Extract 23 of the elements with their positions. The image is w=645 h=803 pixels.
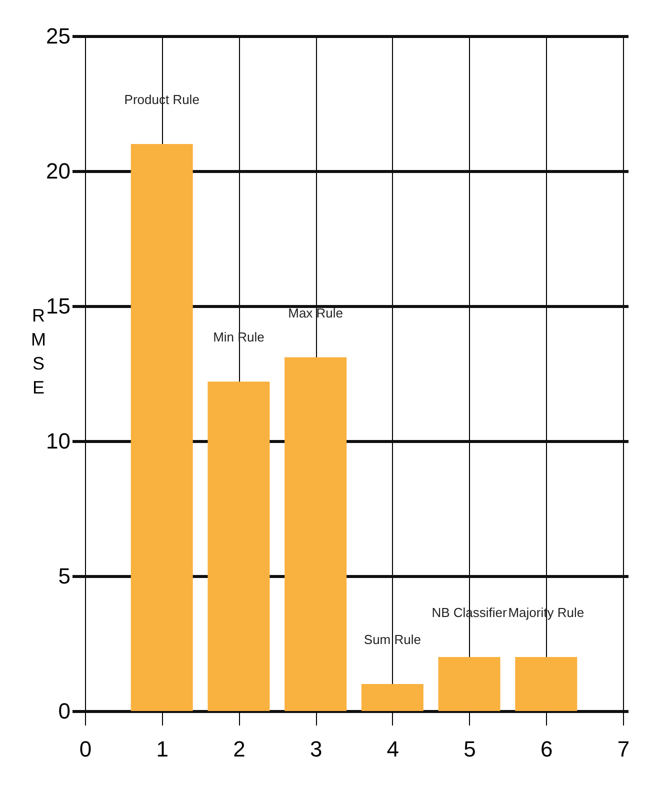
y-tick-label: 0 <box>58 698 70 724</box>
x-tick-label: 1 <box>156 736 168 762</box>
annotation: Sum Rule <box>364 632 421 647</box>
bar <box>208 382 270 711</box>
y-tick-label: 15 <box>46 294 70 318</box>
x-tick-label: 3 <box>310 736 322 762</box>
annotation: Max Rule <box>288 305 344 320</box>
x-tick-label: 6 <box>540 736 553 762</box>
y-tick-label: 10 <box>46 428 70 454</box>
bar <box>130 144 193 711</box>
x-tick-label: 0 <box>79 736 92 762</box>
y-axis-title: RMSE <box>31 306 46 398</box>
bar <box>284 357 347 711</box>
bar <box>515 657 578 711</box>
y-tick-label: 20 <box>46 158 70 184</box>
y-tick-label: 25 <box>46 24 70 48</box>
y-tick-label: 5 <box>58 564 70 588</box>
x-tick-label: 2 <box>233 736 246 762</box>
x-tick-label: 7 <box>617 736 630 762</box>
x-tick-label: 5 <box>464 736 476 762</box>
bar <box>438 657 500 711</box>
x-tick-label: 4 <box>386 736 400 762</box>
bar <box>361 684 424 711</box>
